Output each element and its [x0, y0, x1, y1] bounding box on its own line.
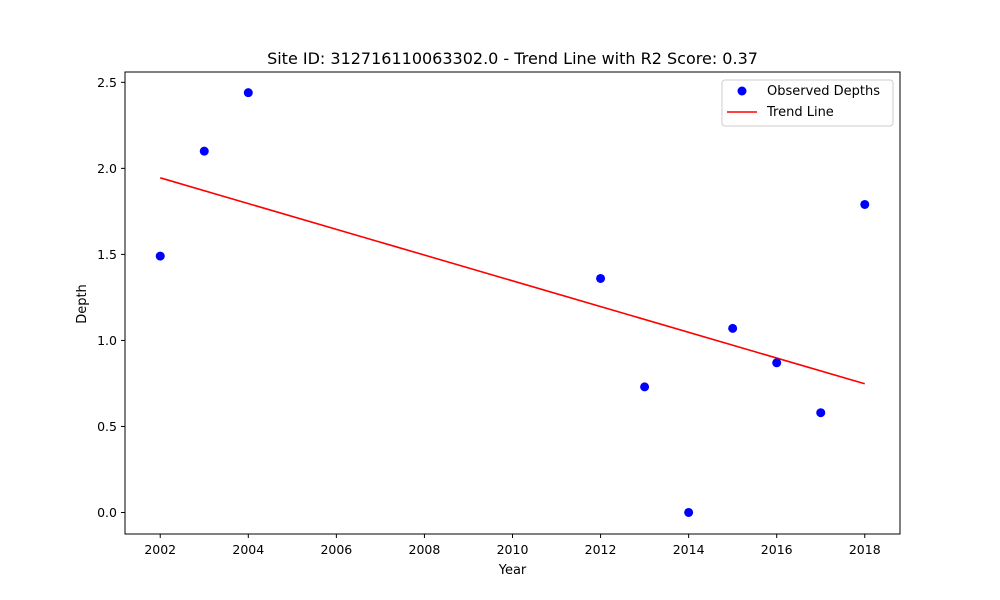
x-tick-label: 2002: [144, 542, 176, 557]
x-tick-label: 2016: [761, 542, 793, 557]
data-point: [243, 88, 253, 98]
legend-label-observed: Observed Depths: [767, 84, 880, 99]
y-tick-label: 0.0: [97, 505, 117, 520]
data-point: [728, 323, 738, 333]
legend-marker-observed: [737, 86, 747, 96]
series-layer: [155, 88, 870, 517]
trend-line: [160, 177, 865, 385]
x-axis: 2002 2004 2006 2008 2010 2012 2014 2016 2018: [144, 534, 881, 557]
y-tick-label: 2.0: [97, 161, 117, 176]
x-axis-label: Year: [498, 563, 527, 578]
x-tick-label: 2018: [849, 542, 881, 557]
data-point: [860, 199, 870, 209]
data-point: [684, 507, 694, 517]
data-point: [816, 408, 826, 418]
chart-title: Site ID: 312716110063302.0 - Trend Line …: [267, 49, 758, 68]
x-tick-label: 2012: [585, 542, 617, 557]
data-point: [155, 251, 165, 261]
y-tick-label: 1.5: [97, 247, 117, 262]
data-point: [596, 273, 606, 283]
x-tick-label: 2008: [409, 542, 441, 557]
y-axis: 0.0 0.5 1.0 1.5 2.0 2.5: [97, 75, 125, 520]
y-tick-label: 2.5: [97, 75, 117, 90]
y-tick-label: 1.0: [97, 333, 117, 348]
x-tick-label: 2014: [673, 542, 705, 557]
legend: Observed Depths Trend Line: [721, 79, 894, 127]
legend-box: [721, 79, 894, 127]
legend-label-trend: Trend Line: [766, 105, 834, 120]
data-point: [640, 382, 650, 392]
x-tick-label: 2006: [320, 542, 352, 557]
plot-frame: [124, 71, 901, 535]
y-axis-label: Depth: [75, 284, 90, 324]
data-point: [772, 358, 782, 368]
x-tick-label: 2004: [232, 542, 264, 557]
data-point: [199, 146, 209, 156]
x-tick-label: 2010: [497, 542, 529, 557]
y-tick-label: 0.5: [97, 419, 117, 434]
